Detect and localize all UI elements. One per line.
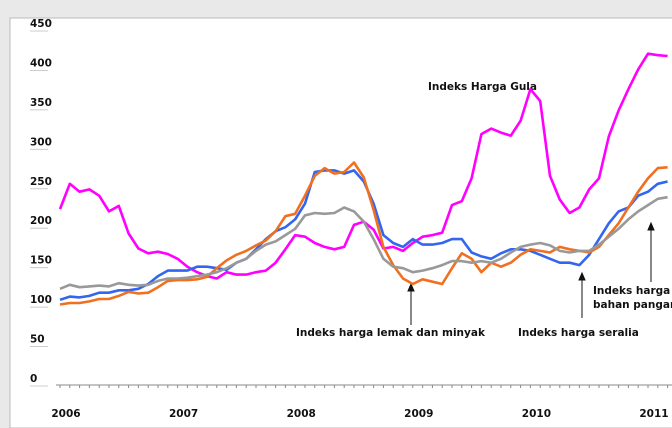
x-tick-label: 2011 [639,408,668,420]
arrow-head [647,221,655,231]
y-tick-label: 450 [30,18,52,30]
y-tick-label: 150 [30,255,52,267]
x-tick-label: 2008 [287,408,316,420]
arrows [407,221,655,325]
x-tick-label: 2007 [169,408,198,420]
y-tick-label: 250 [30,176,52,188]
y-tick-label: 350 [30,97,52,109]
x-tick-label: 2009 [404,408,433,420]
plot-background [9,17,672,428]
arrow-head [407,282,415,292]
y-tick-label: 100 [30,294,52,306]
y-tick-label: 200 [30,215,52,227]
arrow-head [578,271,586,281]
annotation: Indeks harga lemak dan minyak [296,327,486,339]
x-tick-label: 2010 [522,408,551,420]
x-tick-label: 2006 [51,408,80,420]
annotation: Indeks Harga Gula [428,81,537,93]
y-tick-label: 400 [30,57,52,69]
y-tick-label: 0 [30,373,37,385]
annotation: Indeks harga seralia [518,327,639,339]
series-line [59,161,668,306]
y-tick-label: 50 [30,334,45,346]
series-line [59,195,668,291]
annotation: bahan pangan [593,299,672,311]
annotation: Indeks harga [593,285,670,297]
y-tick-label: 300 [30,136,52,148]
